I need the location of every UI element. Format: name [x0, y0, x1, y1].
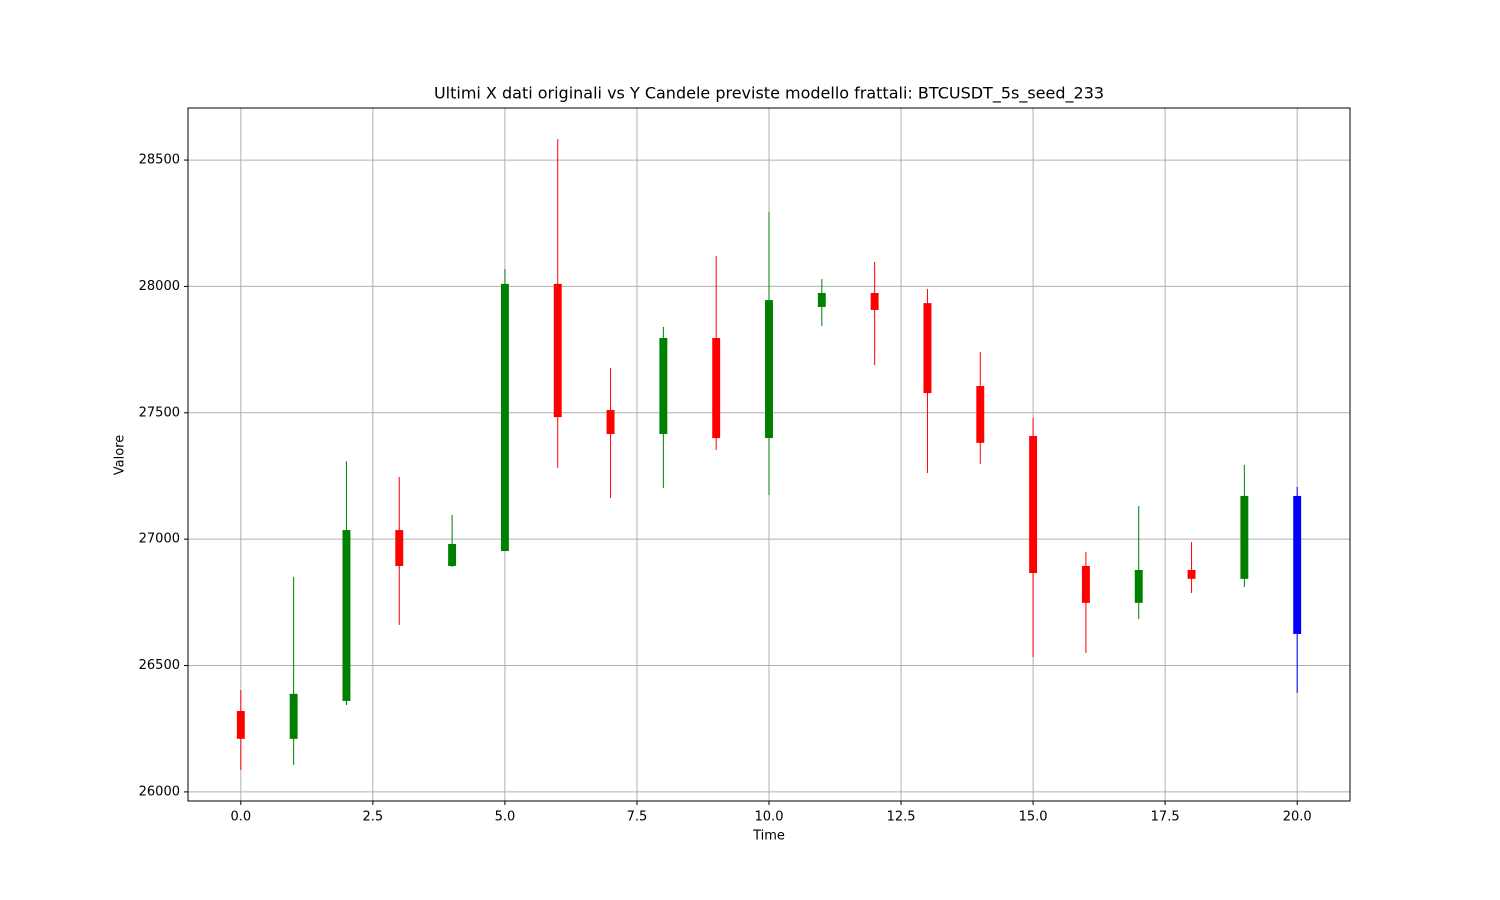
y-tick-label: 26000: [139, 784, 180, 799]
y-tick-label: 27500: [139, 405, 180, 420]
candle-body: [976, 386, 985, 443]
x-tick-label: 2.5: [363, 810, 384, 825]
x-tick-label: 7.5: [627, 810, 648, 825]
y-tick-label: 28500: [139, 153, 180, 168]
candle-body: [500, 283, 509, 552]
candle-body: [870, 293, 879, 310]
y-axis-label: Valore: [113, 435, 128, 475]
candle-body: [606, 410, 615, 435]
x-tick-label: 17.5: [1151, 810, 1180, 825]
candle-body: [395, 530, 404, 566]
candle-body: [342, 530, 351, 701]
x-tick-label: 15.0: [1019, 810, 1048, 825]
candle-body: [1293, 495, 1302, 634]
candle-body: [1187, 570, 1196, 579]
candle-body: [1134, 570, 1143, 603]
candle-body: [923, 303, 932, 394]
candle-body: [712, 337, 721, 439]
y-tick-label: 28000: [139, 279, 180, 294]
candle-body: [817, 293, 826, 307]
y-tick-label: 27000: [139, 532, 180, 547]
candle-body: [289, 693, 298, 739]
candle-body: [553, 283, 562, 418]
x-tick-label: 12.5: [887, 810, 916, 825]
candle-body: [659, 337, 668, 435]
y-tick-label: 26500: [139, 658, 180, 673]
candle-body: [448, 543, 457, 566]
candle-body: [1081, 565, 1090, 603]
x-tick-label: 10.0: [755, 810, 784, 825]
x-tick-label: 5.0: [495, 810, 516, 825]
candle-body: [236, 711, 245, 739]
candle-body: [1240, 495, 1249, 579]
x-tick-label: 0.0: [230, 810, 251, 825]
candle-body: [1029, 436, 1038, 574]
plot-frame: [187, 107, 1351, 802]
x-tick-label: 20.0: [1283, 810, 1312, 825]
x-axis-label: Time: [752, 829, 785, 844]
candle-body: [765, 300, 773, 439]
chart-title: Ultimi X dati originali vs Y Candele pre…: [434, 84, 1104, 104]
